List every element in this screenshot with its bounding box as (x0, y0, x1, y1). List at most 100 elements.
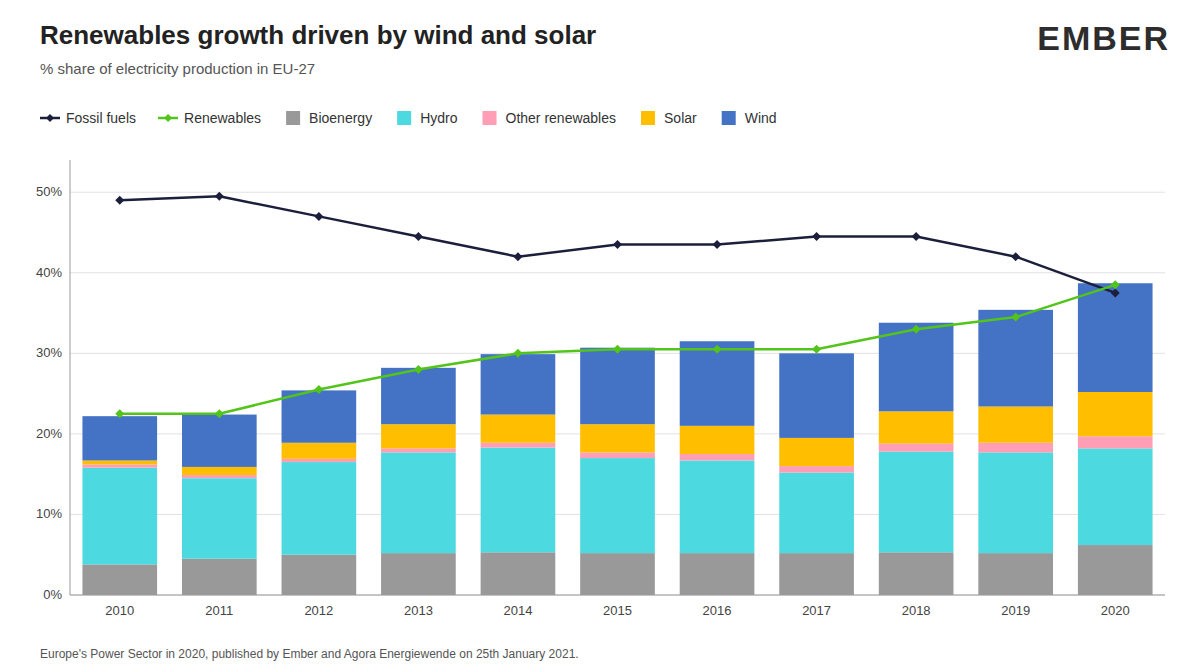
legend-swatch (722, 111, 736, 125)
bar-segment (182, 467, 257, 475)
footer: Europe's Power Sector in 2020, published… (40, 647, 579, 661)
chart: Renewables growth driven by wind and sol… (0, 0, 1200, 672)
legend-item: Wind (722, 110, 777, 126)
marker (414, 365, 423, 374)
legend-item: Fossil fuels (40, 110, 136, 126)
bar-segment (282, 390, 357, 442)
bar-segment (779, 353, 854, 438)
bar-segment (82, 416, 157, 460)
x-tick-label: 2018 (902, 603, 931, 618)
marker (115, 409, 124, 418)
bar-segment (779, 438, 854, 466)
x-tick-label: 2011 (205, 603, 233, 618)
y-tick-label: 20% (36, 426, 62, 441)
x-tick-label: 2013 (404, 603, 433, 618)
bar-segment (282, 555, 357, 595)
x-tick-label: 2019 (1001, 603, 1030, 618)
y-tick-label: 0% (43, 587, 62, 602)
bar-segment (580, 553, 655, 595)
x-tick-label: 2010 (105, 603, 134, 618)
marker (912, 232, 921, 241)
x-axis: 2010 2011 2012 2013 2014 2015 2016 2017 2018 2019… (105, 603, 1129, 618)
bar-series (82, 283, 1152, 467)
bar-segment (978, 443, 1053, 453)
bar-segment (879, 552, 954, 595)
marker (215, 192, 224, 201)
bar-segment (481, 448, 556, 553)
bar-segment (82, 468, 157, 565)
legend: Fossil fuels Renewables Bioenergy Hydro Othe… (40, 110, 777, 126)
legend-label: Hydro (420, 110, 458, 126)
bar-segment (1078, 436, 1153, 448)
bar-segment (1078, 283, 1153, 392)
legend-marker (46, 114, 54, 122)
logo-text: EMBER (1037, 19, 1170, 57)
y-axis-line (70, 160, 71, 595)
bar-segment (182, 559, 257, 595)
marker (513, 252, 522, 261)
subtitle: % share of electricity production in EU-… (40, 60, 315, 77)
marker (1111, 280, 1120, 289)
bar-segment (978, 553, 1053, 595)
title: Renewables growth driven by wind and sol… (40, 20, 596, 50)
bar-segment (680, 553, 755, 595)
x-tick-label: 2015 (603, 603, 632, 618)
y-axis: 0%10%20%30%40%50% (36, 160, 1165, 602)
bar-segment (779, 553, 854, 595)
marker (812, 345, 821, 354)
bar-segment (282, 459, 357, 462)
bar-segment (680, 454, 755, 460)
grid-line (70, 595, 1165, 596)
bar-segment (680, 426, 755, 454)
bar-segment (381, 424, 456, 448)
x-tick-label: 2016 (703, 603, 732, 618)
x-axis-line (70, 595, 1165, 596)
bar-segment (381, 452, 456, 553)
legend-label: Wind (745, 110, 777, 126)
bar-segment (580, 348, 655, 425)
bar-segment (680, 460, 755, 553)
y-tick-label: 50% (36, 184, 62, 199)
line (120, 285, 1115, 414)
bar-segment (82, 564, 157, 595)
bar-segment (779, 466, 854, 472)
x-tick-label: 2014 (503, 603, 532, 618)
marker (713, 240, 722, 249)
bar-segment (1078, 545, 1153, 595)
line-series (115, 280, 1119, 418)
bar-segment (481, 354, 556, 414)
bar-segment (1078, 392, 1153, 436)
bar-segment (680, 341, 755, 426)
marker (314, 385, 323, 394)
bar-segment (182, 475, 257, 478)
y-tick-label: 40% (36, 265, 62, 280)
x-tick-label: 2017 (802, 603, 831, 618)
page: {"chart_data": { "type": "bar", "stacked… (0, 0, 1200, 672)
bar-segment (879, 444, 954, 452)
bar-segment (978, 407, 1053, 443)
grid-line (70, 272, 1165, 273)
legend-label: Renewables (184, 110, 261, 126)
bar-segment (82, 465, 157, 468)
bar-segment (282, 462, 357, 555)
bar-segment (481, 415, 556, 443)
bar-segment (978, 452, 1053, 553)
legend-label: Fossil fuels (66, 110, 136, 126)
bar-segment (879, 323, 954, 412)
marker (713, 345, 722, 354)
x-tick-label: 2012 (304, 603, 333, 618)
marker (912, 325, 921, 334)
marker (215, 409, 224, 418)
legend-item: Bioenergy (286, 110, 372, 126)
marker (1011, 252, 1020, 261)
bar-segment (381, 448, 456, 452)
bar-segment (381, 368, 456, 424)
legend-item: Other renewables (483, 110, 617, 126)
legend-item: Renewables (158, 110, 261, 126)
bar-segment (182, 415, 257, 467)
bar-segment (481, 443, 556, 448)
legend-label: Other renewables (506, 110, 617, 126)
legend-item: Hydro (397, 110, 458, 126)
bar-segment (1078, 448, 1153, 545)
bar-segment (879, 411, 954, 443)
